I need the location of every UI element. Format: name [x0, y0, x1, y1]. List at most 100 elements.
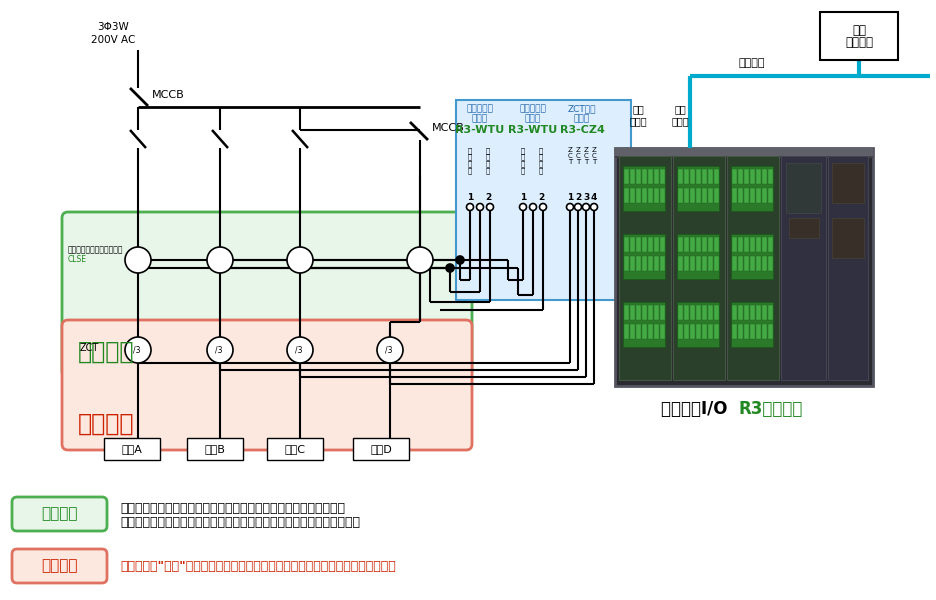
Bar	[696, 188, 701, 203]
Bar	[690, 188, 695, 203]
Bar	[648, 305, 653, 320]
Bar	[684, 305, 689, 320]
Bar	[630, 188, 635, 203]
Bar	[738, 169, 743, 184]
Bar	[623, 166, 665, 211]
Circle shape	[519, 203, 527, 211]
Bar	[660, 305, 665, 320]
Bar	[750, 324, 755, 339]
Bar	[267, 438, 323, 460]
Text: 1: 1	[567, 193, 573, 202]
Bar	[832, 163, 864, 203]
Bar	[654, 169, 659, 184]
Text: ZCT入力: ZCT入力	[568, 104, 596, 113]
Bar	[642, 188, 647, 203]
Bar	[677, 234, 719, 279]
Bar	[744, 237, 749, 252]
Bar	[762, 305, 767, 320]
Circle shape	[466, 203, 474, 211]
Circle shape	[539, 203, 547, 211]
Bar	[630, 169, 635, 184]
Bar	[623, 234, 665, 279]
Bar	[636, 169, 641, 184]
Bar	[714, 237, 719, 252]
Text: 1: 1	[467, 193, 473, 202]
FancyBboxPatch shape	[12, 497, 107, 531]
Text: 漏電計測: 漏電計測	[41, 559, 78, 574]
Text: 設備B: 設備B	[205, 444, 226, 454]
Text: 電力計測: 電力計測	[41, 506, 78, 521]
Bar	[636, 237, 641, 252]
Bar	[696, 237, 701, 252]
Bar	[684, 256, 689, 271]
Bar	[702, 237, 707, 252]
Bar	[702, 305, 707, 320]
Bar	[690, 324, 695, 339]
Bar	[768, 256, 773, 271]
Bar	[690, 169, 695, 184]
Bar	[624, 256, 629, 271]
Text: R3-WTU: R3-WTU	[508, 125, 558, 135]
Bar	[702, 324, 707, 339]
Bar	[654, 237, 659, 252]
Bar	[660, 188, 665, 203]
Text: 電力消費量削減や運用改善、予知・予防保全のデータ取りができます。: 電力消費量削減や運用改善、予知・予防保全のデータ取りができます。	[120, 516, 360, 529]
Text: Z
C
T: Z C T	[592, 147, 596, 166]
Bar	[353, 438, 409, 460]
Text: Z
C
T: Z C T	[567, 147, 573, 166]
Bar	[690, 305, 695, 320]
Text: 電
流
入
力: 電 流 入 力	[539, 147, 543, 174]
Bar	[708, 188, 713, 203]
Bar	[623, 302, 665, 347]
Bar	[714, 324, 719, 339]
Text: 上位通信: 上位通信	[739, 58, 766, 68]
Text: 2: 2	[485, 193, 491, 202]
Bar	[731, 302, 773, 347]
Text: 各種電力量、電圧、電流、力率、周波数、高調波などを計測して、: 各種電力量、電圧、電流、力率、周波数、高調波などを計測して、	[120, 502, 345, 515]
Bar	[702, 169, 707, 184]
Bar	[750, 188, 755, 203]
Bar	[702, 188, 707, 203]
Bar	[696, 256, 701, 271]
Bar	[762, 237, 767, 252]
Bar	[642, 169, 647, 184]
Bar	[708, 256, 713, 271]
Text: R3-CZ4: R3-CZ4	[560, 125, 605, 135]
Bar	[768, 169, 773, 184]
Bar	[696, 169, 701, 184]
Bar	[678, 305, 683, 320]
Bar	[708, 237, 713, 252]
Bar	[648, 256, 653, 271]
Text: 設備D: 設備D	[370, 444, 392, 454]
Text: 電源
カード: 電源 カード	[671, 104, 689, 127]
Text: 設備C: 設備C	[285, 444, 305, 454]
Bar	[732, 324, 737, 339]
Bar	[684, 237, 689, 252]
Bar	[187, 438, 243, 460]
Bar	[660, 256, 665, 271]
Bar	[648, 324, 653, 339]
Bar	[756, 256, 761, 271]
Text: 上位: 上位	[852, 24, 866, 37]
Bar	[624, 188, 629, 203]
Bar	[642, 256, 647, 271]
Bar	[714, 256, 719, 271]
Text: リモートI/O: リモートI/O	[661, 400, 739, 418]
Text: CLSE: CLSE	[68, 255, 87, 264]
Bar	[624, 324, 629, 339]
Bar	[708, 305, 713, 320]
Bar	[642, 237, 647, 252]
Bar	[768, 305, 773, 320]
Text: 電
圧
入
力: 電 圧 入 力	[468, 147, 472, 174]
Text: Z
C
T: Z C T	[576, 147, 580, 166]
Text: ZCT: ZCT	[80, 343, 99, 353]
Text: 電
流
入
力: 電 流 入 力	[486, 147, 490, 174]
Text: 通信
カード: 通信 カード	[629, 104, 647, 127]
Text: /3: /3	[133, 346, 140, 355]
Bar	[762, 324, 767, 339]
Text: Z
C
T: Z C T	[583, 147, 589, 166]
Circle shape	[407, 247, 433, 273]
Bar	[696, 305, 701, 320]
Bar	[624, 305, 629, 320]
Text: MCCB: MCCB	[432, 123, 465, 133]
